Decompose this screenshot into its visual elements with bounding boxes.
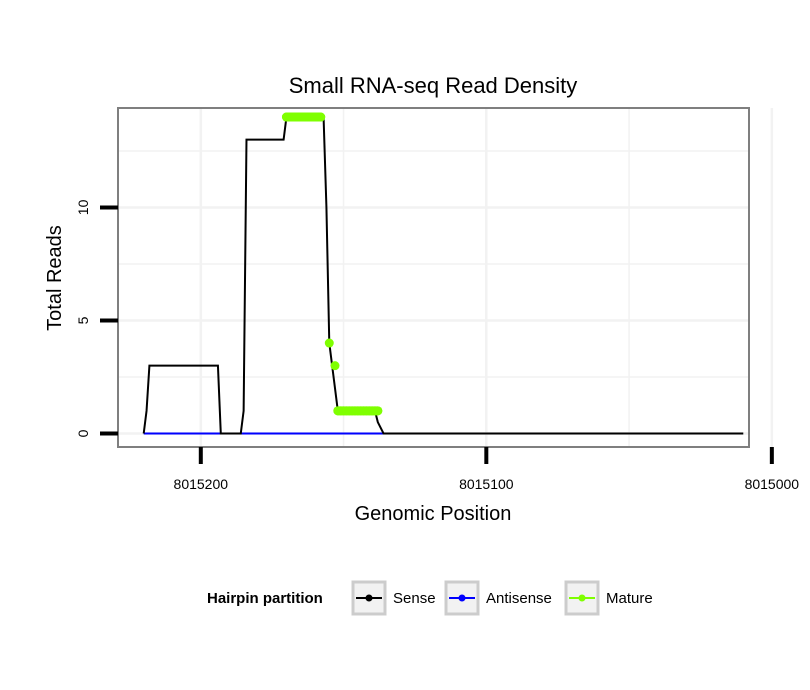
y-tick-label-1: 5 [75, 316, 91, 324]
mature-point-14 [330, 361, 340, 371]
chart-title: Small RNA-seq Read Density [289, 73, 578, 98]
axis-layer: 8015200 8015100 8015000 0 5 10 [75, 199, 799, 492]
sense-line [142, 116, 744, 435]
legend-dot-mature [578, 594, 586, 602]
y-tick-label-2: 10 [75, 199, 91, 215]
legend-entry-mature: Mature [564, 580, 653, 616]
series-layer [142, 112, 744, 435]
y-axis-title: Total Reads [44, 225, 66, 331]
sense-series [142, 116, 744, 435]
mature-point-13 [324, 338, 334, 348]
x-tick-label-1: 8015100 [459, 476, 514, 492]
plot-border [117, 107, 750, 448]
legend-dot-sense [365, 594, 373, 602]
grid-layer [118, 108, 774, 447]
legend-title: Hairpin partition [207, 590, 323, 607]
mature-point-29 [373, 406, 383, 416]
legend-entries: Sense Antisense Mature [351, 580, 653, 616]
y-tick-label-0: 0 [75, 429, 91, 437]
legend-label-antisense: Antisense [486, 590, 552, 607]
legend-entry-sense: Sense [351, 580, 436, 616]
legend-dot-antisense [458, 594, 466, 602]
legend: Hairpin partition Sense Antisense Mature [207, 580, 653, 616]
x-tick-label-0: 8015200 [174, 476, 229, 492]
mature-point-12 [316, 112, 326, 122]
x-tick-label-2: 8015000 [745, 476, 800, 492]
x-axis-title: Genomic Position [355, 503, 512, 525]
legend-label-sense: Sense [393, 590, 436, 607]
legend-label-mature: Mature [606, 590, 653, 607]
legend-entry-antisense: Antisense [444, 580, 552, 616]
mature-series [281, 112, 383, 416]
